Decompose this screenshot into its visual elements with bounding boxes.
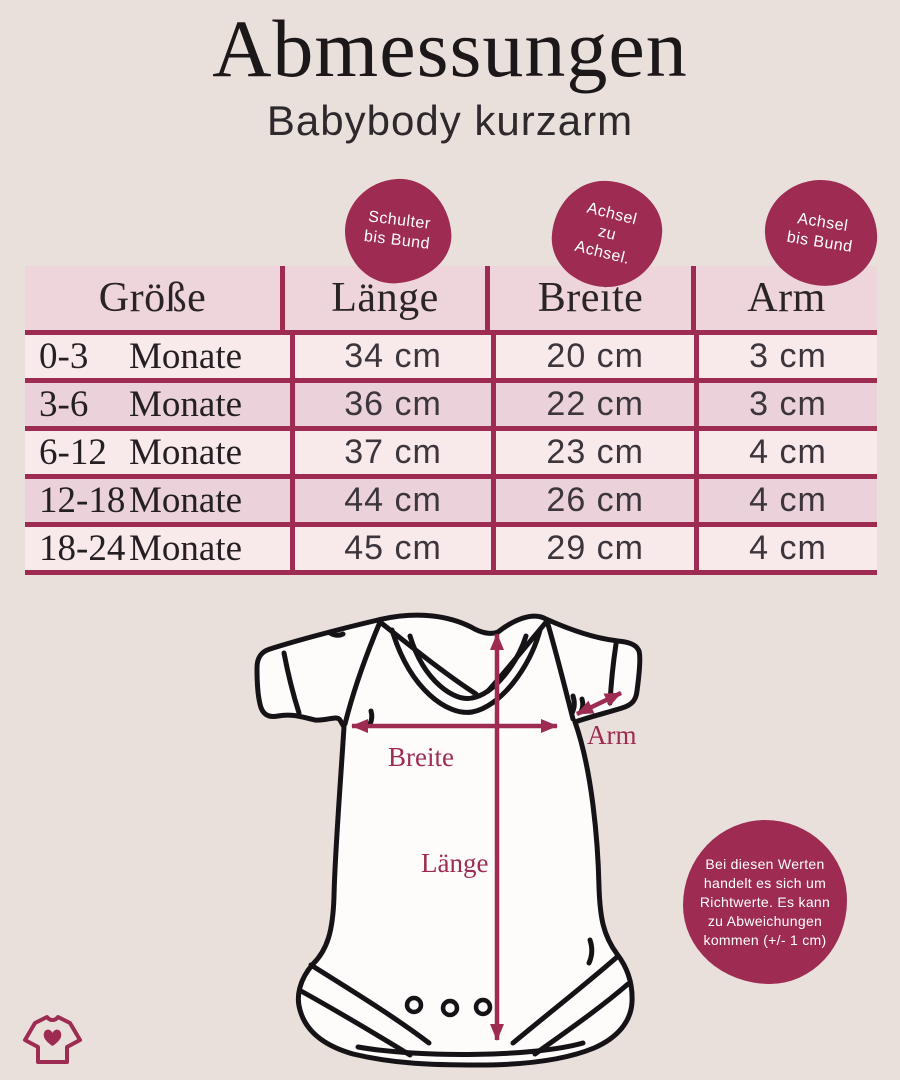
page-title: Abmessungen [212, 3, 688, 94]
size-label: 18-24 Monate [39, 528, 243, 569]
column-header-groesse: Größe [98, 275, 207, 321]
table-row: 3-6 Monate 36 cm 22 cm 3 cm [25, 383, 877, 431]
table-row: 18-24 Monate 45 cm 29 cm 4 cm [25, 527, 877, 575]
size-label: 3-6 Monate [39, 384, 243, 425]
bodysuit-outline [254, 612, 643, 1068]
laenge-diagram-label: Länge [421, 848, 489, 878]
badge-achsel-zu-achsel-label: Achsel zu Achsel. [573, 199, 639, 268]
laenge-value: 34 cm [289, 335, 492, 378]
table-row: 12-18 Monate 44 cm 26 cm 4 cm [25, 479, 877, 527]
badge-schulter-bis-bund-label: Schulter bis Bund [362, 208, 432, 253]
arm-value: 4 cm [694, 431, 877, 474]
breite-value: 22 cm [491, 383, 694, 426]
heart-icon [43, 1029, 62, 1046]
size-label: 6-12 Monate [39, 432, 243, 473]
page-subtitle: Babybody kurzarm [266, 97, 634, 144]
arm-value: 3 cm [694, 383, 877, 426]
arm-value: 4 cm [694, 479, 877, 522]
arm-value: 4 cm [694, 527, 877, 570]
brand-logo-icon [23, 1015, 82, 1064]
laenge-value: 36 cm [289, 383, 492, 426]
tolerance-note: Bei diesen Werten handelt es sich um Ric… [683, 820, 847, 984]
laenge-value: 45 cm [289, 527, 492, 570]
breite-diagram-label: Breite [388, 742, 454, 772]
arm-diagram-label: Arm [587, 720, 637, 750]
breite-value: 23 cm [491, 431, 694, 474]
laenge-value: 44 cm [289, 479, 492, 522]
breite-value: 29 cm [491, 527, 694, 570]
size-label: 0-3 Monate [39, 336, 243, 377]
arm-value: 3 cm [694, 335, 877, 378]
badge-achsel-bis-bund-label: Achsel bis Bund [785, 210, 854, 256]
arm-arrow [576, 690, 622, 717]
size-label: 12-18 Monate [39, 480, 243, 521]
breite-value: 26 cm [491, 479, 694, 522]
size-table-header: Größe Länge Breite Arm [25, 266, 877, 335]
table-row: 6-12 Monate 37 cm 23 cm 4 cm [25, 431, 877, 479]
snap-buttons [404, 995, 493, 1018]
tolerance-note-text: Bei diesen Werten handelt es sich um Ric… [699, 855, 831, 948]
laenge-value: 37 cm [289, 431, 492, 474]
column-header-laenge: Länge [280, 266, 485, 330]
table-row: 0-3 Monate 34 cm 20 cm 3 cm [25, 335, 877, 383]
breite-value: 20 cm [491, 335, 694, 378]
size-table: Größe Länge Breite Arm 0-3 Monate 34 cm … [25, 266, 877, 575]
